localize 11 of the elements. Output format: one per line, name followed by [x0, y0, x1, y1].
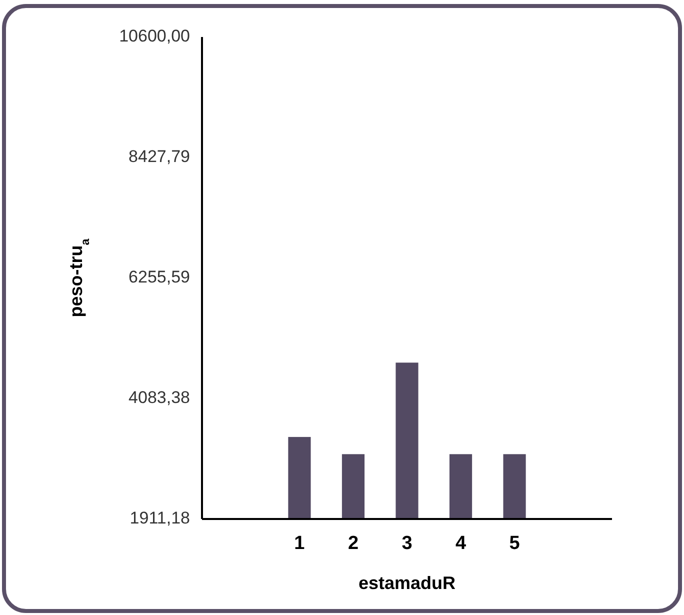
y-tick-label: 4083,38	[128, 388, 190, 407]
y-tick-label: 6255,59	[128, 267, 190, 286]
x-tick-label: 2	[348, 533, 359, 554]
y-tick-label: 8427,79	[128, 146, 190, 166]
y-tick-label: 1911,18	[130, 508, 190, 528]
x-axis-title: estamaduR	[358, 573, 456, 593]
x-tick-label: 3	[402, 533, 412, 554]
x-tick-label: 4	[455, 533, 466, 554]
x-tick-label: 1	[294, 533, 306, 554]
x-tick-label: 5	[509, 533, 520, 554]
y-tick-label: 10600,00	[119, 26, 190, 46]
